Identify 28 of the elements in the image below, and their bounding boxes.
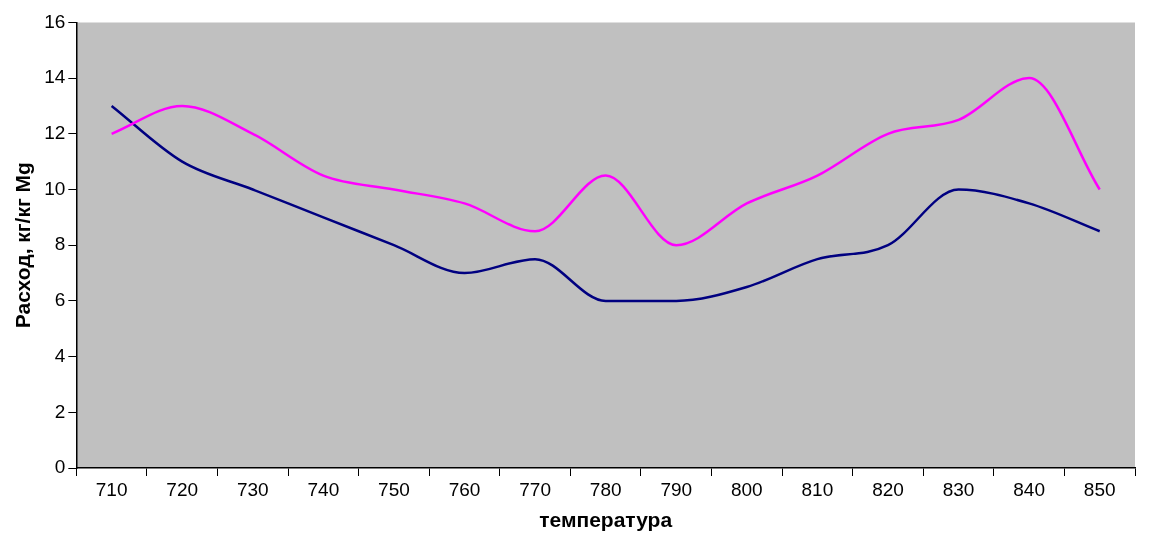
x-tick-label: 790 (660, 478, 693, 500)
x-tick-label: 710 (95, 478, 128, 500)
y-tick-label: 2 (54, 400, 66, 422)
x-tick-label: 820 (872, 478, 904, 500)
x-tick-label: 740 (307, 478, 340, 500)
x-tick-label: 840 (1013, 478, 1045, 500)
x-tick-label: 750 (378, 478, 410, 500)
line-series (110, 76, 1101, 247)
y-tick-label: 8 (54, 233, 66, 255)
y-tick-label: 12 (44, 122, 66, 144)
y-axis-title: Расход, кг/кг Mg (11, 162, 35, 329)
x-tick-label: 850 (1083, 478, 1116, 500)
x-tick-label: 770 (519, 478, 551, 500)
line-series (110, 104, 1101, 303)
x-tick-label: 810 (801, 478, 834, 500)
x-tick-label: 800 (730, 478, 763, 500)
x-tick-label: 780 (589, 478, 622, 500)
y-tick-label: 6 (54, 289, 66, 311)
y-tick-label: 10 (44, 177, 66, 199)
x-tick-label: 730 (236, 478, 269, 500)
x-tick-label: 760 (448, 478, 481, 500)
y-tick-label: 0 (54, 456, 66, 478)
y-tick-label: 14 (44, 66, 66, 88)
y-tick-label: 16 (44, 10, 66, 32)
y-tick-label: 4 (54, 344, 66, 366)
x-tick-label: 830 (942, 478, 975, 500)
x-axis-title: температура (539, 508, 673, 532)
x-tick-label: 720 (166, 478, 199, 500)
